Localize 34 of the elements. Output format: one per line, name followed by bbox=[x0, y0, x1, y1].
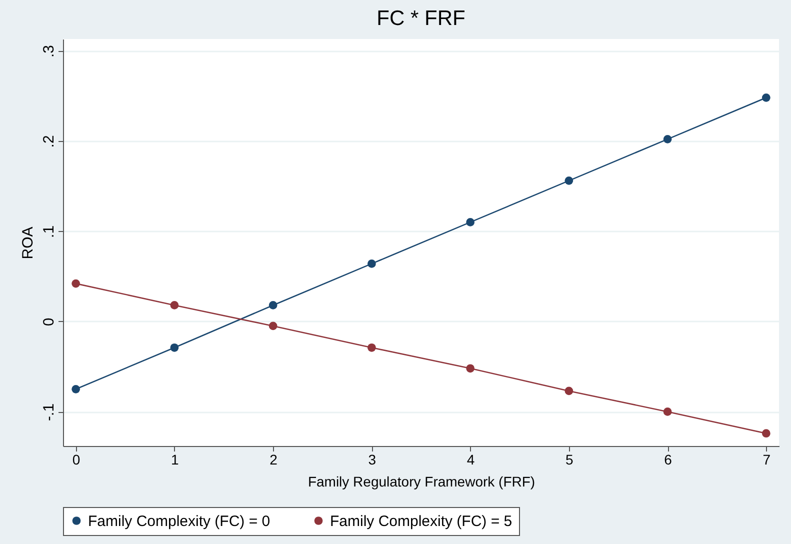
x-tick-label: 5 bbox=[566, 452, 574, 468]
point bbox=[762, 93, 770, 102]
point bbox=[564, 386, 574, 396]
x-tick-label: 0 bbox=[72, 452, 80, 468]
point bbox=[663, 408, 672, 416]
point bbox=[72, 384, 80, 394]
point bbox=[564, 176, 574, 185]
point bbox=[268, 322, 278, 330]
point bbox=[72, 279, 80, 288]
y-axis-title: ROA bbox=[20, 226, 36, 260]
legend-label: Family Complexity (FC) = 5 bbox=[330, 512, 512, 530]
y-tick-label: .3 bbox=[40, 44, 58, 58]
point bbox=[170, 343, 179, 352]
point bbox=[466, 218, 474, 226]
x-tick-label: 6 bbox=[664, 452, 672, 468]
x-tick-label: 1 bbox=[171, 452, 180, 468]
point bbox=[663, 134, 672, 144]
x-tick-label: 4 bbox=[466, 452, 475, 468]
point bbox=[368, 260, 376, 268]
point bbox=[170, 301, 179, 310]
point bbox=[466, 364, 474, 373]
y-tick-label: .1 bbox=[40, 225, 58, 238]
y-tick-label: .2 bbox=[40, 135, 58, 148]
x-axis-title: Family Regulatory Framework (FRF) bbox=[308, 474, 536, 490]
point bbox=[268, 301, 278, 310]
y-tick-label: 0 bbox=[40, 318, 58, 326]
point bbox=[368, 343, 376, 352]
x-tick-label: 2 bbox=[270, 452, 278, 468]
legend-label: Family Complexity (FC) = 0 bbox=[88, 512, 270, 530]
chart-title: FC * FRF bbox=[376, 7, 466, 30]
x-tick-label: 3 bbox=[368, 452, 376, 468]
x-tick-label: 7 bbox=[762, 452, 771, 468]
point bbox=[762, 429, 770, 438]
y-tick-label: -.1 bbox=[40, 403, 58, 421]
